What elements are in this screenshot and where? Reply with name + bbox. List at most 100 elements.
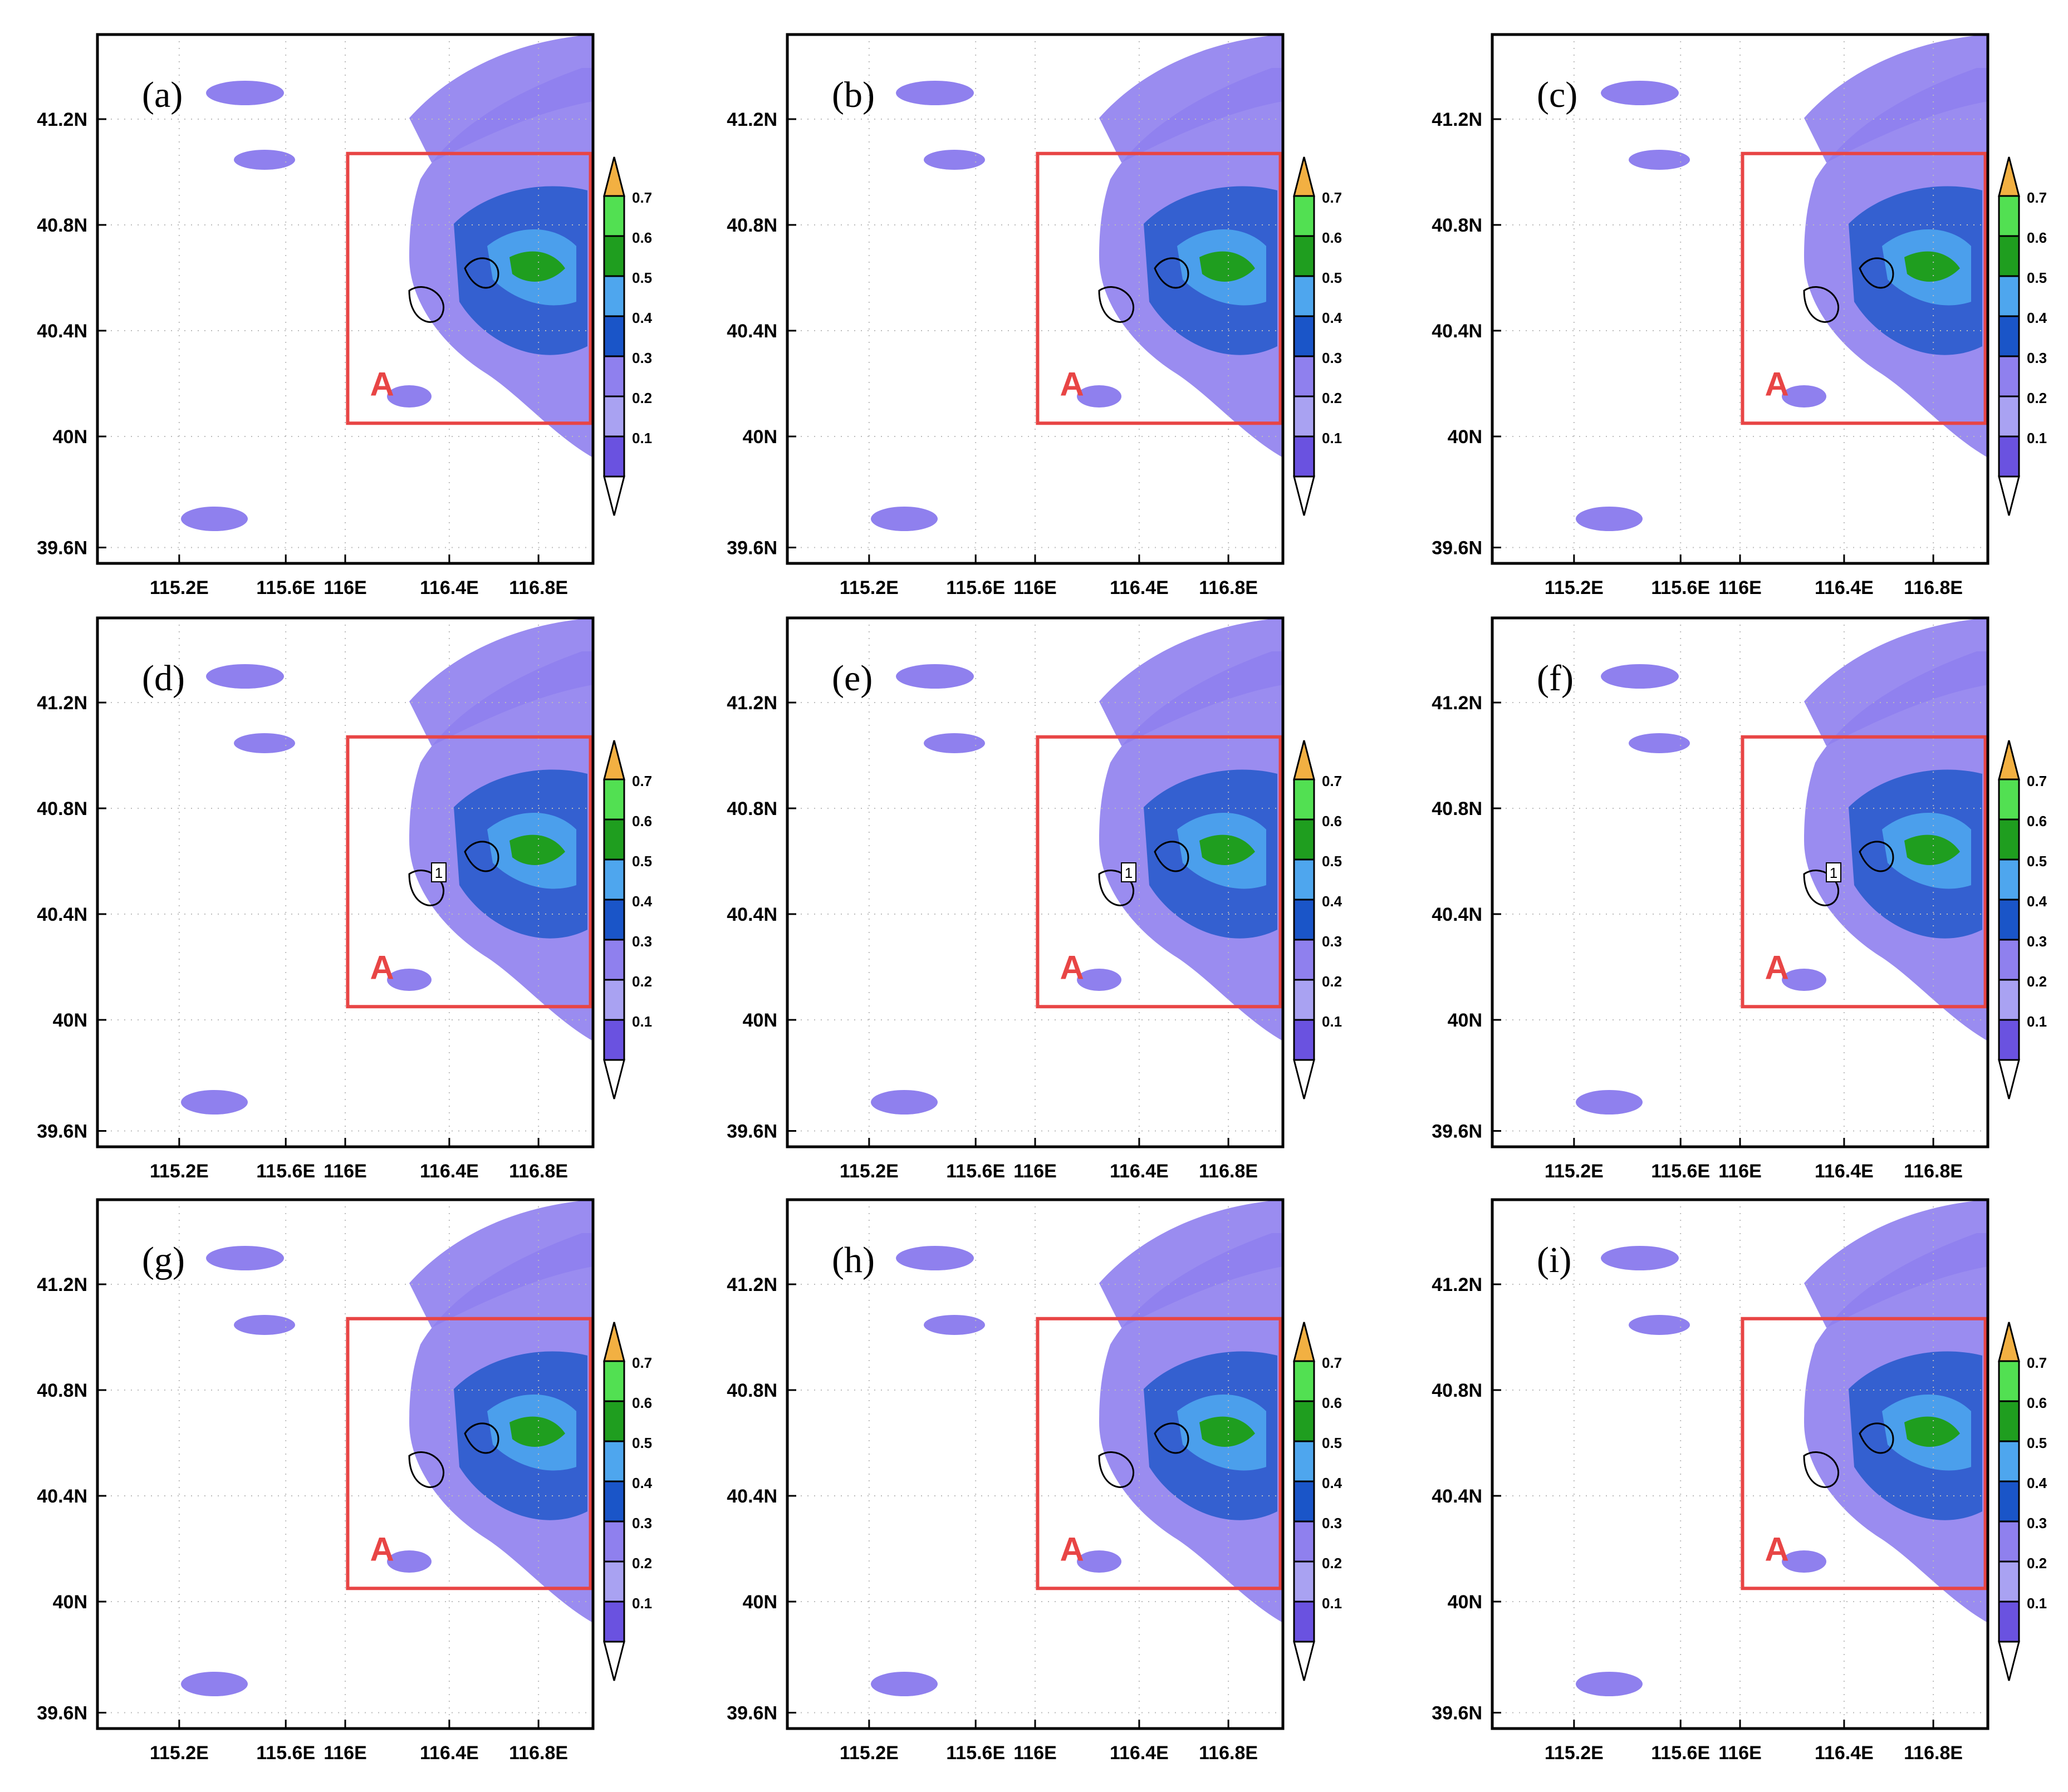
colorbar-segment	[1293, 195, 1315, 237]
colorbar-level-label: 0.5	[2027, 1435, 2047, 1451]
y-tick-label: 40.4N	[1432, 1486, 1482, 1507]
y-tick-label: 40.8N	[727, 798, 777, 819]
colorbar-segment	[1998, 939, 2020, 981]
colorbar-segment	[1998, 435, 2020, 478]
region-label: A	[1765, 1530, 1788, 1568]
region-label: A	[1060, 1530, 1084, 1568]
colorbar-level-label: 0.3	[2027, 350, 2047, 366]
y-tick-label: 40.4N	[1432, 904, 1482, 925]
colorbar-top-arrow	[1293, 740, 1315, 780]
colorbar-level-label: 0.7	[2027, 773, 2047, 789]
contour-line	[464, 1422, 499, 1454]
y-tick-label: 39.6N	[727, 1121, 777, 1142]
colorbar-level-label: 0.4	[1322, 893, 1342, 910]
shaded-cell	[234, 733, 295, 753]
colorbar-level-label: 0.2	[2027, 390, 2047, 406]
colorbar-segment	[1293, 235, 1315, 277]
colorbar-level-label: 0.3	[632, 1515, 652, 1531]
contour-line	[1098, 286, 1135, 323]
y-tick-label: 40.8N	[727, 215, 777, 236]
colorbar-level-label: 0.2	[2027, 973, 2047, 990]
shaded-cell	[1629, 733, 1690, 753]
y-tick-label: 41.2N	[37, 109, 87, 130]
x-tick-label: 116.8E	[1199, 1161, 1258, 1182]
shaded-cell	[387, 1550, 432, 1573]
x-tick-label: 116.4E	[1110, 577, 1169, 598]
y-tick-label: 40N	[53, 426, 87, 448]
x-tick-label: 116E	[324, 1161, 367, 1182]
colorbar-segment	[1998, 1400, 2020, 1442]
colorbar-level-label: 0.4	[2027, 310, 2047, 326]
colorbar-top-arrow	[1998, 156, 2020, 197]
colorbar-level-label: 0.1	[632, 1595, 652, 1612]
y-tick-label: 40.4N	[1432, 321, 1482, 342]
y-tick-label: 39.6N	[727, 538, 777, 559]
y-tick-label: 40.4N	[727, 321, 777, 342]
x-tick-label: 115.6E	[946, 1742, 1005, 1764]
shaded-cell	[1601, 1246, 1679, 1270]
colorbar-segment	[603, 1440, 625, 1482]
colorbar-segment	[1998, 1600, 2020, 1643]
colorbar-level-label: 0.5	[1322, 853, 1342, 870]
y-tick-label: 39.6N	[37, 1121, 87, 1142]
map-panel: A (f) 115.2E 115.6E 116E 116.4E 116.8E 41.2N 40.…	[1432, 616, 2047, 1182]
contour-line	[464, 257, 499, 289]
panel-label: (e)	[832, 658, 873, 699]
colorbar-level-label: 0.6	[1322, 1395, 1342, 1411]
x-tick-label: 116.4E	[420, 577, 479, 598]
x-tick-label: 116.8E	[509, 577, 568, 598]
colorbar-level-label: 0.6	[632, 229, 652, 246]
x-tick-label: 116.4E	[420, 1742, 479, 1764]
colorbar-level-label: 0.4	[2027, 1475, 2047, 1491]
x-tick-label: 115.2E	[840, 1161, 899, 1182]
shaded-region-peak	[1199, 834, 1255, 865]
y-tick-label: 39.6N	[1432, 538, 1482, 559]
shaded-cell	[871, 1090, 938, 1115]
colorbar-level-label: 0.5	[1322, 269, 1342, 286]
shaded-cell	[1576, 507, 1643, 531]
colorbar-segment	[1293, 979, 1315, 1021]
shaded-cell	[1629, 150, 1690, 170]
x-tick-label: 116.4E	[420, 1161, 479, 1182]
shaded-cell	[1782, 385, 1826, 408]
colorbar-segment	[603, 395, 625, 438]
x-tick-label: 116.8E	[509, 1161, 568, 1182]
shaded-cell	[896, 1246, 974, 1270]
x-tick-label: 116E	[324, 1742, 367, 1764]
x-tick-label: 116.4E	[1815, 577, 1874, 598]
shaded-region	[409, 1200, 593, 1328]
region-box	[1741, 735, 1987, 1009]
colorbar-level-label: 0.1	[2027, 1013, 2047, 1030]
shaded-region	[1099, 618, 1283, 746]
colorbar-level-label: 0.6	[1322, 813, 1342, 829]
y-tick-label: 39.6N	[37, 1703, 87, 1724]
colorbar-segment	[1293, 1440, 1315, 1482]
y-tick-label: 40.8N	[727, 1380, 777, 1401]
x-tick-label: 115.2E	[1545, 1161, 1604, 1182]
region-box	[1741, 151, 1987, 425]
contour-line	[1098, 870, 1135, 906]
map-panel: A (b) 115.2E 115.6E 116E 116.4E 116.8E 41.2N 40.…	[727, 33, 1342, 598]
colorbar-segment	[1998, 818, 2020, 861]
y-tick-label: 41.2N	[727, 693, 777, 714]
shaded-cell	[234, 1315, 295, 1335]
y-tick-label: 40N	[53, 1010, 87, 1031]
region-box	[346, 151, 592, 425]
x-tick-label: 116.8E	[1199, 577, 1258, 598]
y-tick-label: 40N	[1448, 1592, 1482, 1613]
shaded-cell	[924, 1315, 985, 1335]
colorbar-bottom-arrow	[603, 1059, 625, 1099]
svg-text:1: 1	[1830, 865, 1837, 881]
colorbar-segment	[1998, 235, 2020, 277]
colorbar-level-label: 0.1	[632, 1013, 652, 1030]
x-tick-label: 115.2E	[1545, 577, 1604, 598]
colorbar-level-label: 0.2	[1322, 1555, 1342, 1572]
colorbar-segment	[603, 858, 625, 901]
shaded-cell	[181, 507, 248, 531]
x-tick-label: 115.6E	[256, 577, 315, 598]
colorbar-segment	[1293, 1520, 1315, 1563]
y-tick-label: 40N	[1448, 1010, 1482, 1031]
shaded-region-peak	[1199, 1416, 1255, 1447]
region-label: A	[1765, 949, 1788, 986]
contour-line	[464, 841, 499, 872]
